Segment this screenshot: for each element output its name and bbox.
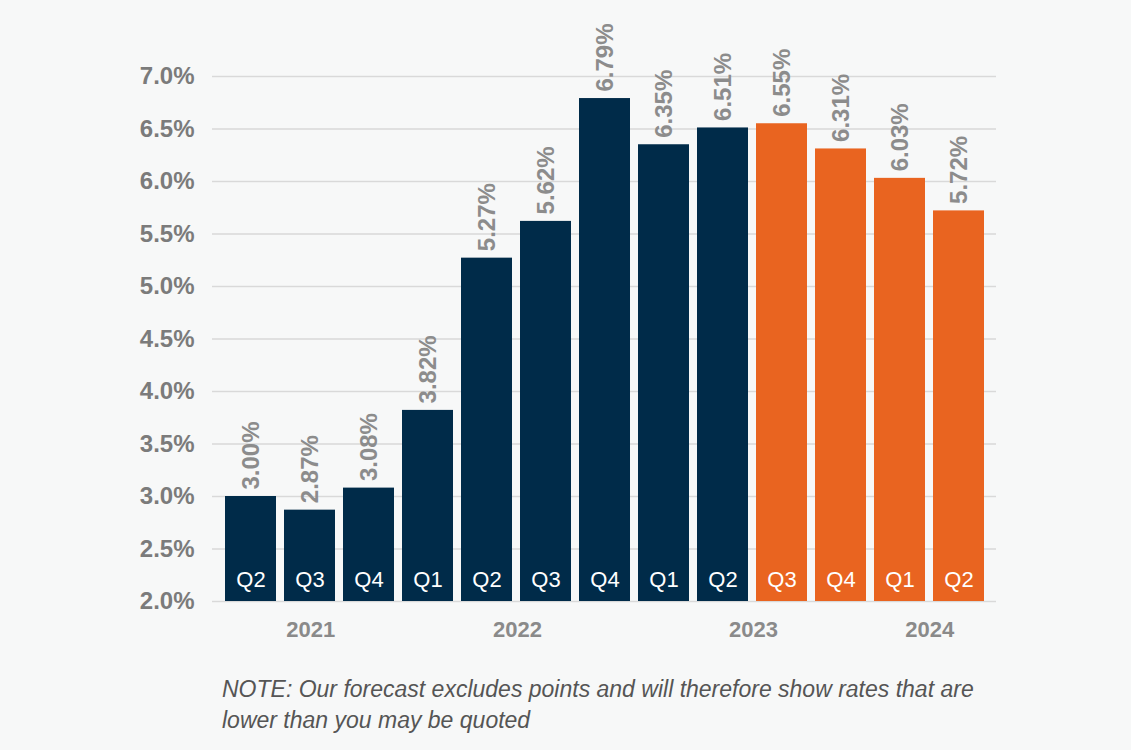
svg-text:6.31%: 6.31% [827,74,854,142]
svg-text:6.79%: 6.79% [591,23,618,91]
svg-text:4.5%: 4.5% [140,325,195,352]
svg-text:2.5%: 2.5% [140,535,195,562]
svg-text:3.0%: 3.0% [140,482,195,509]
svg-text:5.5%: 5.5% [140,220,195,247]
svg-text:Q1: Q1 [649,567,678,592]
svg-text:6.03%: 6.03% [886,103,913,171]
svg-text:6.55%: 6.55% [768,49,795,117]
svg-text:Q1: Q1 [885,567,914,592]
svg-text:Q2: Q2 [472,567,501,592]
svg-text:2021: 2021 [286,617,335,642]
svg-text:Q2: Q2 [236,567,265,592]
svg-text:6.5%: 6.5% [140,115,195,142]
svg-text:6.35%: 6.35% [650,70,677,138]
svg-text:Q4: Q4 [590,567,619,592]
svg-text:5.27%: 5.27% [473,183,500,251]
svg-text:2022: 2022 [493,617,542,642]
svg-text:Q3: Q3 [531,567,560,592]
svg-text:Q3: Q3 [767,567,796,592]
svg-text:3.5%: 3.5% [140,430,195,457]
svg-text:5.72%: 5.72% [945,136,972,204]
svg-text:7.0%: 7.0% [140,62,195,89]
svg-text:2.0%: 2.0% [140,587,195,614]
svg-text:6.0%: 6.0% [140,167,195,194]
html-text:NOTE: Our forecast excludes po: NOTE: Our forecast excludes points and w… [222,676,974,733]
svg-text:3.08%: 3.08% [355,413,382,481]
svg-text:3.00%: 3.00% [237,421,264,489]
svg-text:Q2: Q2 [944,567,973,592]
svg-text:3.82%: 3.82% [414,335,441,403]
svg-text:5.0%: 5.0% [140,272,195,299]
svg-text:Q2: Q2 [708,567,737,592]
svg-text:2024: 2024 [905,617,955,642]
svg-text:6.51%: 6.51% [709,53,736,121]
svg-text:4.0%: 4.0% [140,377,195,404]
svg-text:Q1: Q1 [413,567,442,592]
svg-text:2.87%: 2.87% [296,435,323,503]
svg-text:Q4: Q4 [354,567,383,592]
svg-text:Q4: Q4 [826,567,855,592]
svg-text:5.62%: 5.62% [532,146,559,214]
svg-text:2023: 2023 [729,617,778,642]
svg-text:Q3: Q3 [295,567,324,592]
